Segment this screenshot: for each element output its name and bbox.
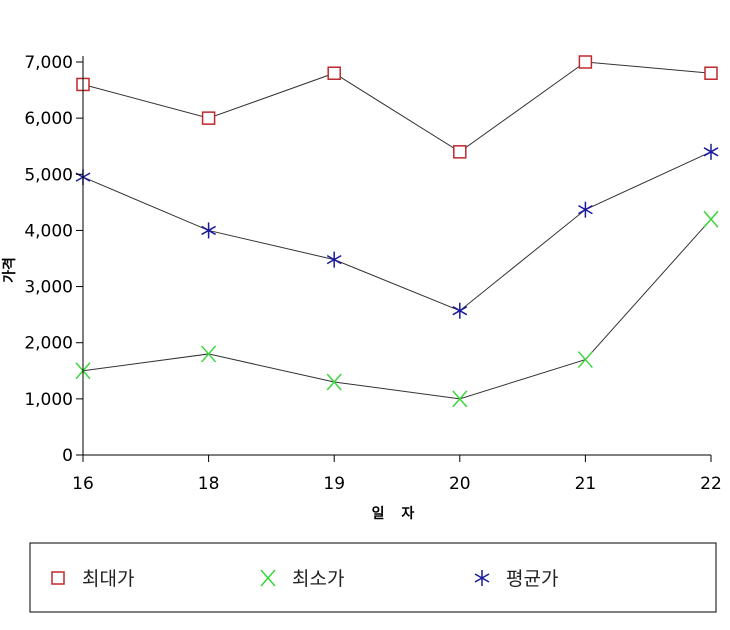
- data-point: [703, 210, 719, 228]
- legend-marker-2: [260, 569, 276, 587]
- data-point: [703, 143, 719, 160]
- y-tick-label: 7,000: [24, 53, 73, 73]
- plot-area: [75, 55, 719, 408]
- data-point: [453, 145, 467, 159]
- series-line-1: [82, 61, 712, 153]
- data-point: [326, 373, 342, 391]
- data-point: [201, 111, 216, 125]
- x-tick-label: 19: [323, 474, 345, 494]
- x-axis-title: 일 자: [372, 506, 421, 522]
- data-point: [201, 345, 217, 363]
- y-tick-label: 0: [62, 446, 73, 466]
- legend-marker-1: [51, 571, 65, 585]
- data-point: [326, 251, 342, 268]
- x-tick-label: 18: [198, 474, 220, 494]
- x-tick-label: 21: [575, 474, 597, 494]
- data-point: [327, 66, 341, 80]
- data-point: [201, 222, 216, 239]
- legend-label: 최대가: [82, 568, 134, 590]
- y-tick-label: 4,000: [24, 221, 73, 241]
- series-line-2: [82, 218, 712, 400]
- y-tick-label: 3,000: [24, 278, 73, 298]
- y-tick-label: 2,000: [24, 334, 73, 354]
- data-point: [578, 55, 593, 69]
- legend-marker-3: [474, 570, 490, 586]
- data-point: [704, 66, 718, 80]
- data-point: [577, 351, 593, 369]
- x-tick-label: 20: [449, 474, 471, 494]
- legend-label: 최소가: [292, 568, 344, 590]
- legend-label: 평균가: [506, 568, 558, 590]
- legend: 최대가 최소가 평균가: [29, 542, 717, 613]
- x-tick-label: 22: [700, 474, 722, 494]
- data-point: [578, 201, 593, 218]
- legend-box: [29, 542, 717, 613]
- y-tick-label: 6,000: [24, 109, 73, 129]
- y-axis-title: 가격: [1, 257, 18, 283]
- axes: 0 1,000 2,000 3,000 4,000 5,000 6,000 7,000 16 18…: [24, 53, 721, 494]
- y-tick-label: 5,000: [24, 165, 73, 185]
- y-tick-label: 1,000: [24, 390, 73, 410]
- data-point: [452, 302, 468, 319]
- data-point: [452, 390, 468, 408]
- x-tick-label: 16: [72, 474, 94, 494]
- series-line-3: [82, 151, 712, 312]
